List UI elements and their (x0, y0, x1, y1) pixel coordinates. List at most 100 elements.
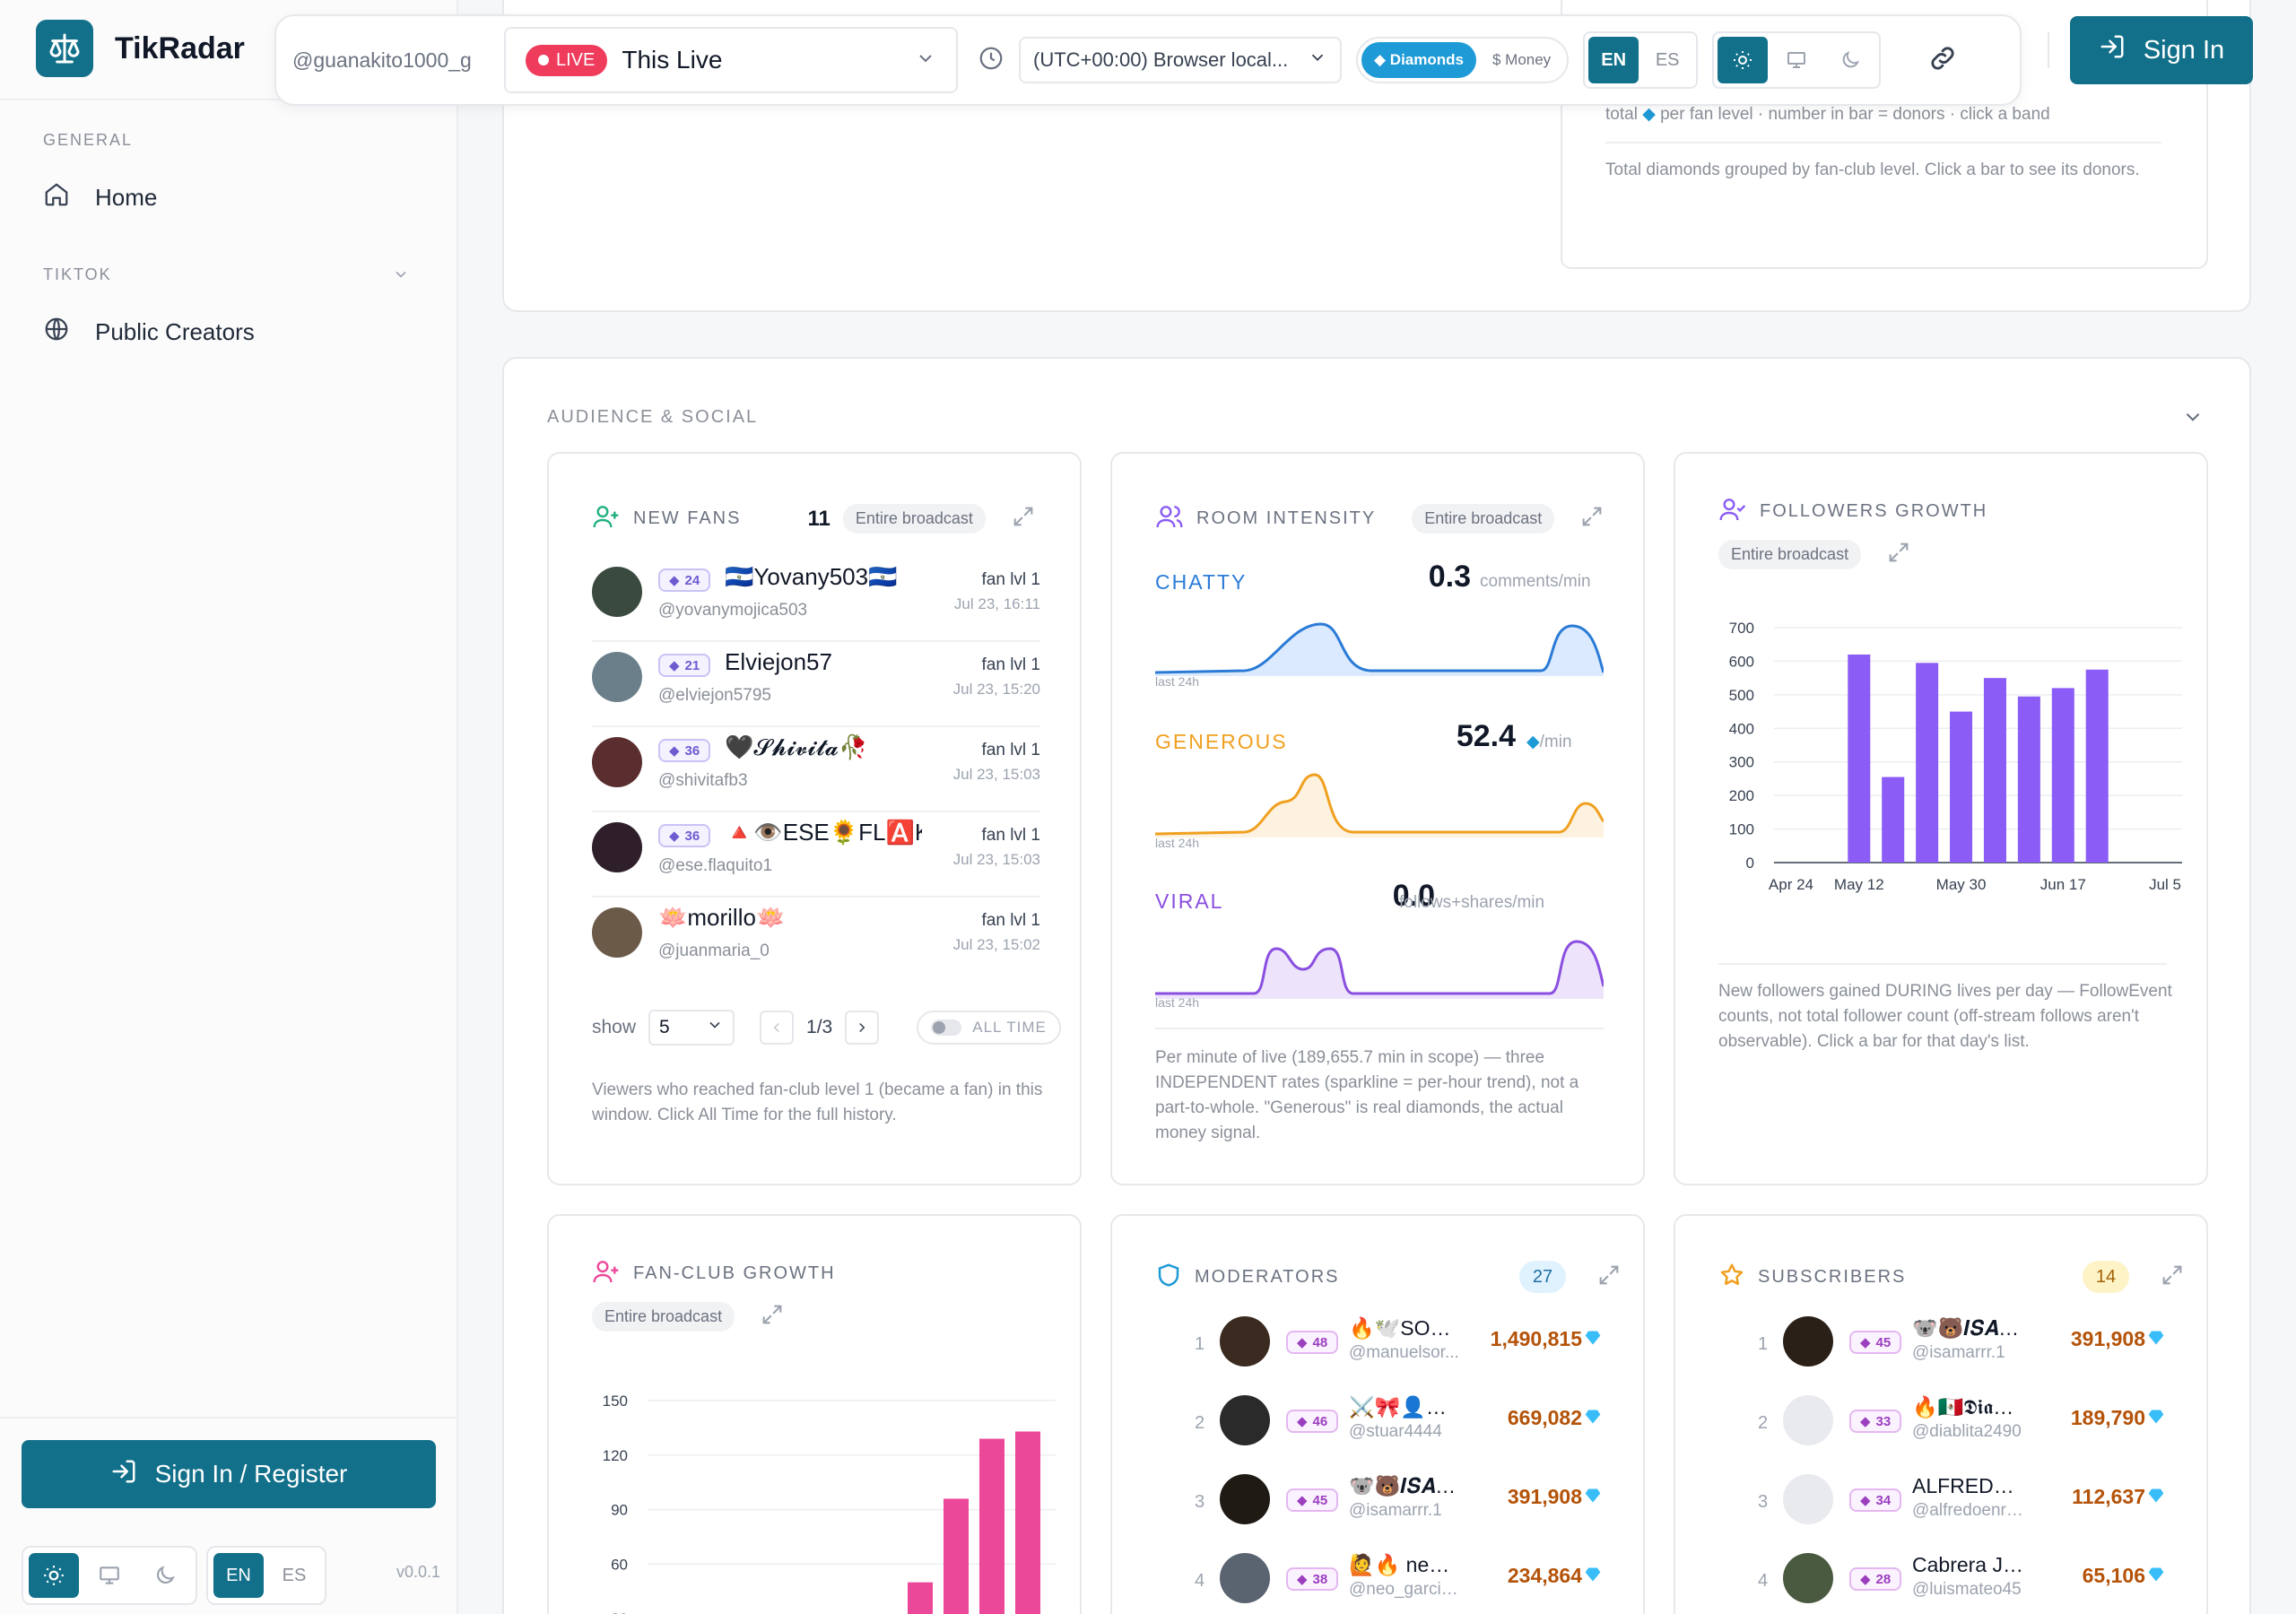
scope-chip[interactable]: Entire broadcast (1718, 540, 1862, 569)
expand-icon[interactable] (1011, 504, 1036, 534)
lang-es-button[interactable]: ES (282, 1565, 307, 1585)
leaderboard-row[interactable]: 4 ◆ 38 🙋🔥 neo ... @neo_garcia12 234,864 (1155, 1553, 1622, 1614)
sidebar-item-public-creators[interactable]: Public Creators (43, 316, 255, 349)
bar[interactable] (1950, 711, 1973, 863)
monitor-icon[interactable] (84, 1553, 135, 1598)
diamond-icon (1584, 1329, 1602, 1351)
avatar (592, 822, 642, 872)
sun-icon[interactable] (29, 1553, 79, 1598)
list-item[interactable]: 🪷morillo🪷 @juanmaria_0 fan lvl 1 Jul 23,… (592, 898, 1040, 983)
card-title: FOLLOWERS GROWTH (1760, 501, 1988, 521)
leaderboard-row[interactable]: 2 ◆ 33 🔥🇲🇽𝕯𝖎𝖆𝖇𝖑𝖎... @diablita2490 189,790 (1718, 1395, 2185, 1474)
moon-icon[interactable] (1825, 37, 1875, 83)
link-icon[interactable] (1927, 43, 1958, 78)
bar[interactable] (944, 1498, 969, 1614)
x-tick-label: May 12 (1834, 876, 1884, 893)
avatar (1220, 1553, 1270, 1603)
gem-icon: ◆ (1860, 1335, 1871, 1350)
scope-chip[interactable]: Entire broadcast (592, 1302, 735, 1332)
divider (0, 1417, 458, 1419)
scope-chip[interactable]: Entire broadcast (1412, 504, 1555, 534)
money-option[interactable]: $ Money (1492, 51, 1552, 68)
lang-en-button[interactable]: EN (213, 1553, 264, 1598)
bar[interactable] (1015, 1431, 1040, 1614)
prev-page-button[interactable] (760, 1011, 795, 1045)
user-plus-icon (592, 1257, 621, 1290)
diamond-icon: ◆ (1642, 105, 1656, 124)
y-tick-label: 90 (611, 1502, 628, 1519)
followers-growth-chart[interactable]: 0 100 200 300 400 500 600 700 Apr 24 May 12 May 30… (1693, 606, 2196, 911)
generous-value: 52.4 (1456, 719, 1516, 753)
fan-handle: @ese.flaquito1 (658, 856, 773, 875)
leaderboard-row[interactable]: 1 ◆ 45 🐨🐻𝑰𝑺𝑨𝑴... @isamarrr.1 391,908 (1718, 1316, 2185, 1395)
followers-growth-controls: Entire broadcast (1718, 540, 1911, 569)
bar[interactable] (1983, 678, 2006, 863)
sun-icon[interactable] (1718, 37, 1769, 83)
sign-in-register-button[interactable]: Sign In / Register (22, 1440, 436, 1508)
scope-chip[interactable]: Entire broadcast (842, 504, 986, 534)
user-handle: @isamarrr.1 (1912, 1343, 2005, 1362)
bar[interactable] (908, 1582, 933, 1614)
rank: 3 (1758, 1492, 1769, 1512)
list-item[interactable]: ◆ 21 Elviejon57 @elviejon5795 fan lvl 1 J… (592, 643, 1040, 727)
leaderboard-row[interactable]: 2 ◆ 46 ⚔️🎀👤🎀... @stuar4444 669,082 (1155, 1395, 1622, 1474)
sidebar-item-home[interactable]: Home (43, 181, 157, 214)
fanclub-growth-header: FAN-CLUB GROWTH (592, 1257, 836, 1290)
moon-icon[interactable] (140, 1553, 190, 1598)
bar[interactable] (2051, 688, 2074, 863)
next-page-button[interactable] (845, 1011, 880, 1045)
brand[interactable]: TikRadar (36, 20, 245, 77)
expand-icon[interactable] (1596, 1263, 1622, 1292)
bar[interactable] (1848, 654, 1871, 863)
diamonds-label: Diamonds (1389, 51, 1464, 68)
sidebar-item-label: Public Creators (95, 318, 255, 345)
live-dot-icon (538, 55, 549, 65)
leaderboard-row[interactable]: 3 ◆ 45 🐨🐻𝑰𝑺𝑨𝑴... @isamarrr.1 391,908 (1155, 1474, 1622, 1553)
timezone-select[interactable]: (UTC+00:00) Browser local... (1019, 37, 1342, 83)
chevron-down-icon[interactable] (392, 265, 410, 288)
user-name: Cabrera José (1912, 1553, 2023, 1576)
expand-icon[interactable] (1886, 540, 1911, 569)
level-value: 46 (1312, 1413, 1328, 1429)
page-size-select[interactable]: 5 (648, 1010, 735, 1046)
leaderboard-row[interactable]: 1 ◆ 48 🔥🕊️SORI... @manuelsor... 1,490,815 (1155, 1316, 1622, 1395)
bar[interactable] (2085, 669, 2109, 863)
fan-time: Jul 23, 15:03 (952, 766, 1040, 783)
live-title: This Live (622, 46, 723, 74)
list-item[interactable]: ◆ 36 🖤𝓢𝓱𝓲𝓿𝓲𝓽𝓪🥀 @shivitafb3 fan lvl 1 Jul … (592, 728, 1040, 812)
all-time-toggle[interactable]: ALL TIME (917, 1011, 1061, 1045)
level-badge: ◆ 36 (658, 824, 711, 847)
lang-es-button[interactable]: ES (1655, 49, 1680, 70)
users-icon (1155, 502, 1184, 535)
user-check-icon (1718, 495, 1747, 528)
user-name: 🐨🐻𝑰𝑺𝑨𝑴... (1912, 1316, 2023, 1340)
leaderboard-row[interactable]: 4 ◆ 28 Cabrera José @luismateo45 65,106 (1718, 1553, 2185, 1614)
live-selector[interactable]: LIVE This Live (504, 27, 958, 93)
expand-icon[interactable] (1579, 504, 1605, 534)
chatty-unit: comments/min (1480, 572, 1591, 591)
expand-icon[interactable] (760, 1302, 785, 1332)
bar[interactable] (1916, 663, 1939, 863)
bar[interactable] (2017, 696, 2040, 863)
bar[interactable] (1882, 777, 1905, 863)
sign-in-button[interactable]: Sign In (2070, 16, 2253, 84)
bar[interactable] (979, 1438, 1004, 1614)
diamond-amount: 1,490,815 (1490, 1327, 1582, 1350)
fanclub-growth-chart[interactable]: 30 60 90 120 150 (567, 1368, 1069, 1614)
leaderboard-row[interactable]: 3 ◆ 34 ALFREDO H... @alfredoenriq... 112,… (1718, 1474, 2185, 1553)
gem-icon: ◆ (1297, 1493, 1308, 1508)
moderators-header: MODERATORS 27 (1155, 1261, 1622, 1293)
expand-icon[interactable] (2160, 1263, 2185, 1292)
list-item[interactable]: ◆ 36 🔺👁️ESE🌻FL🅰️K… @ese.flaquito1 fan lvl… (592, 813, 1040, 898)
list-item[interactable]: ◆ 24 🇸🇻Yovany503🇸🇻 @yovanymojica503 fan l… (592, 558, 1040, 642)
new-fans-card: NEW FANS 11 Entire broadcast ◆ 24 🇸🇻Yovan… (547, 452, 1082, 1185)
username-input[interactable]: @guanakito1000_g (292, 48, 472, 72)
chevron-down-icon[interactable] (2181, 405, 2205, 433)
level-badge: ◆ 45 (1849, 1331, 1902, 1354)
diamonds-option[interactable]: ◆ Diamonds (1361, 42, 1476, 78)
lang-en-button[interactable]: EN (1588, 37, 1639, 83)
y-tick-label: 0 (1746, 855, 1754, 872)
diamond-icon (2147, 1408, 2165, 1430)
level-value: 21 (684, 657, 700, 673)
monitor-icon[interactable] (1771, 37, 1822, 83)
